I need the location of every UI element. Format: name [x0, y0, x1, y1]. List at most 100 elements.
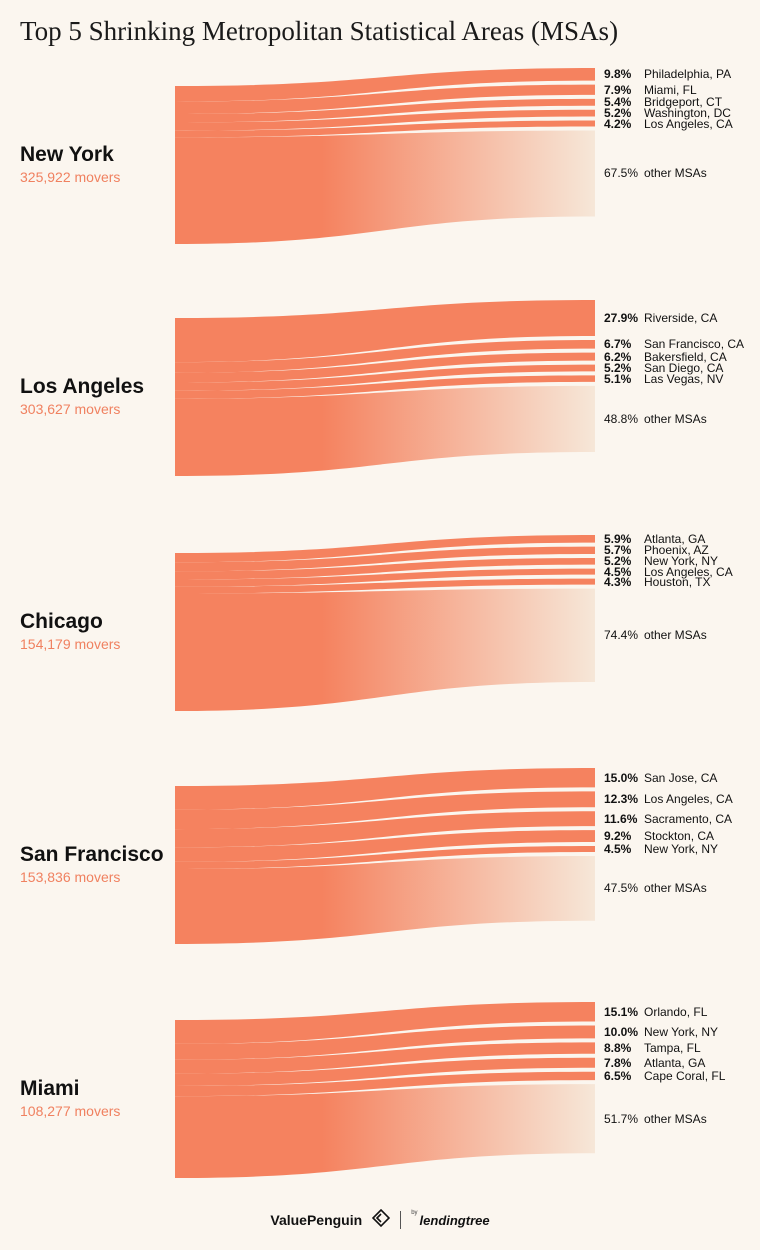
flow-band: [175, 578, 595, 594]
flow-band: [175, 300, 595, 363]
sankey-svg: [175, 300, 595, 476]
destination-name: other MSAs: [644, 628, 707, 643]
destination-name: New York, NY: [644, 1024, 719, 1039]
destination-percent: 67.5%: [604, 166, 639, 181]
destination-name: Riverside, CA: [644, 310, 718, 325]
flow-band: [175, 1057, 595, 1086]
destination-name: Los Angeles, CA: [644, 564, 733, 579]
flow-band: [175, 375, 595, 399]
flow-band: [175, 568, 595, 587]
flow-band: [175, 1071, 595, 1097]
destination-label: 7.8% Atlanta, GA: [604, 1056, 705, 1070]
footer-divider: [400, 1211, 402, 1229]
destination-percent: 15.0%: [604, 770, 639, 785]
destination-label: 6.2% Bakersfield, CA: [604, 350, 727, 364]
destination-name: Las Vegas, NV: [644, 371, 724, 386]
destination-name: Cape Coral, FL: [644, 1068, 726, 1083]
destination-label-other: 51.7% other MSAs: [604, 1112, 707, 1126]
flow-band: [175, 109, 595, 131]
flow-band: [175, 1002, 595, 1044]
origin-movers-count: 325,922 movers: [20, 169, 121, 185]
destination-name: Los Angeles, CA: [644, 116, 733, 131]
flow-band: [175, 352, 595, 383]
flow-band: [175, 557, 595, 580]
destination-percent: 48.8%: [604, 411, 639, 426]
destination-label-other: 48.8% other MSAs: [604, 412, 707, 426]
destination-label: 5.7% Phoenix, AZ: [604, 543, 709, 557]
destination-name: Phoenix, AZ: [644, 543, 709, 558]
sankey-chart: Miami 108,277 movers 15.1% Orlando, FL 10.0%…: [0, 992, 760, 1192]
destination-name: Miami, FL: [644, 82, 697, 97]
destination-label: 5.2% San Diego, CA: [604, 361, 723, 375]
destination-label: 11.6% Sacramento, CA: [604, 812, 732, 826]
origin-name: Los Angeles: [20, 375, 145, 398]
destination-name: Philadelphia, PA: [644, 67, 732, 82]
destination-label: 4.5% Los Angeles, CA: [604, 565, 733, 579]
flow-band: [175, 811, 595, 848]
origin-name: Chicago: [20, 610, 103, 633]
destination-label: 15.0% San Jose, CA: [604, 771, 717, 785]
destination-percent: 4.5%: [604, 842, 632, 857]
destination-name: Atlanta, GA: [644, 531, 706, 546]
destination-name: New York, NY: [644, 554, 719, 569]
flow-band: [175, 1025, 595, 1060]
destination-label: 7.9% Miami, FL: [604, 83, 697, 97]
destination-label: 5.9% Atlanta, GA: [604, 532, 705, 546]
destination-percent: 6.2%: [604, 349, 632, 364]
footer-by-label: by: [411, 1210, 418, 1216]
destination-name: San Francisco, CA: [644, 337, 745, 352]
flow-band: [175, 1042, 595, 1074]
origin-movers-count: 153,836 movers: [20, 869, 121, 885]
sankey-svg: [175, 535, 595, 711]
destination-label: 4.2% Los Angeles, CA: [604, 117, 733, 131]
destination-name: Bakersfield, CA: [644, 349, 727, 364]
destination-label: 8.8% Tampa, FL: [604, 1041, 701, 1055]
flow-band: [175, 98, 595, 123]
destination-percent: 6.7%: [604, 337, 632, 352]
destination-name: New York, NY: [644, 842, 719, 857]
sankey-svg: [175, 768, 595, 944]
destination-label: 15.1% Orlando, FL: [604, 1005, 707, 1019]
destination-name: Stockton, CA: [644, 829, 715, 844]
destination-percent: 5.2%: [604, 554, 632, 569]
destination-percent: 12.3%: [604, 792, 639, 807]
flow-band: [175, 830, 595, 862]
destination-percent: 5.1%: [604, 371, 632, 386]
destination-label: 4.3% Houston, TX: [604, 575, 710, 589]
origin-movers-count: 108,277 movers: [20, 1103, 121, 1119]
destination-percent: 7.8%: [604, 1055, 632, 1070]
sankey-svg: [175, 68, 595, 244]
destination-percent: 9.2%: [604, 829, 632, 844]
destination-percent: 11.6%: [604, 811, 638, 826]
destination-name: San Jose, CA: [644, 770, 718, 785]
destination-percent: 9.8%: [604, 67, 632, 82]
destination-percent: 5.9%: [604, 531, 632, 546]
destination-percent: 5.4%: [604, 95, 632, 110]
origin-name: Miami: [20, 1077, 80, 1100]
destination-name: Atlanta, GA: [644, 1055, 706, 1070]
origin-name: New York: [20, 143, 114, 166]
destination-percent: 15.1%: [604, 1004, 639, 1019]
destination-percent: 5.2%: [604, 106, 632, 121]
destination-label: 5.4% Bridgeport, CT: [604, 95, 722, 109]
destination-label-other: 74.4% other MSAs: [604, 628, 707, 642]
destination-label: 12.3% Los Angeles, CA: [604, 792, 733, 806]
destination-name: other MSAs: [644, 881, 707, 896]
origin-name: San Francisco: [20, 843, 164, 866]
destination-percent: 51.7%: [604, 1111, 639, 1126]
destination-label: 9.2% Stockton, CA: [604, 829, 714, 843]
destination-name: Orlando, FL: [644, 1004, 708, 1019]
flow-band-other: [175, 385, 595, 476]
destination-name: other MSAs: [644, 411, 707, 426]
footer: ValuePenguin by lendingtree: [0, 1208, 760, 1232]
destination-label-other: 47.5% other MSAs: [604, 881, 707, 895]
destination-percent: 4.5%: [604, 564, 632, 579]
flow-band: [175, 546, 595, 572]
destination-label: 4.5% New York, NY: [604, 842, 718, 856]
page-title: Top 5 Shrinking Metropolitan Statistical…: [20, 16, 619, 46]
destination-name: Houston, TX: [644, 574, 711, 589]
destination-percent: 10.0%: [604, 1024, 639, 1039]
destination-percent: 74.4%: [604, 628, 639, 643]
destination-percent: 4.2%: [604, 116, 632, 131]
flow-band: [175, 768, 595, 810]
